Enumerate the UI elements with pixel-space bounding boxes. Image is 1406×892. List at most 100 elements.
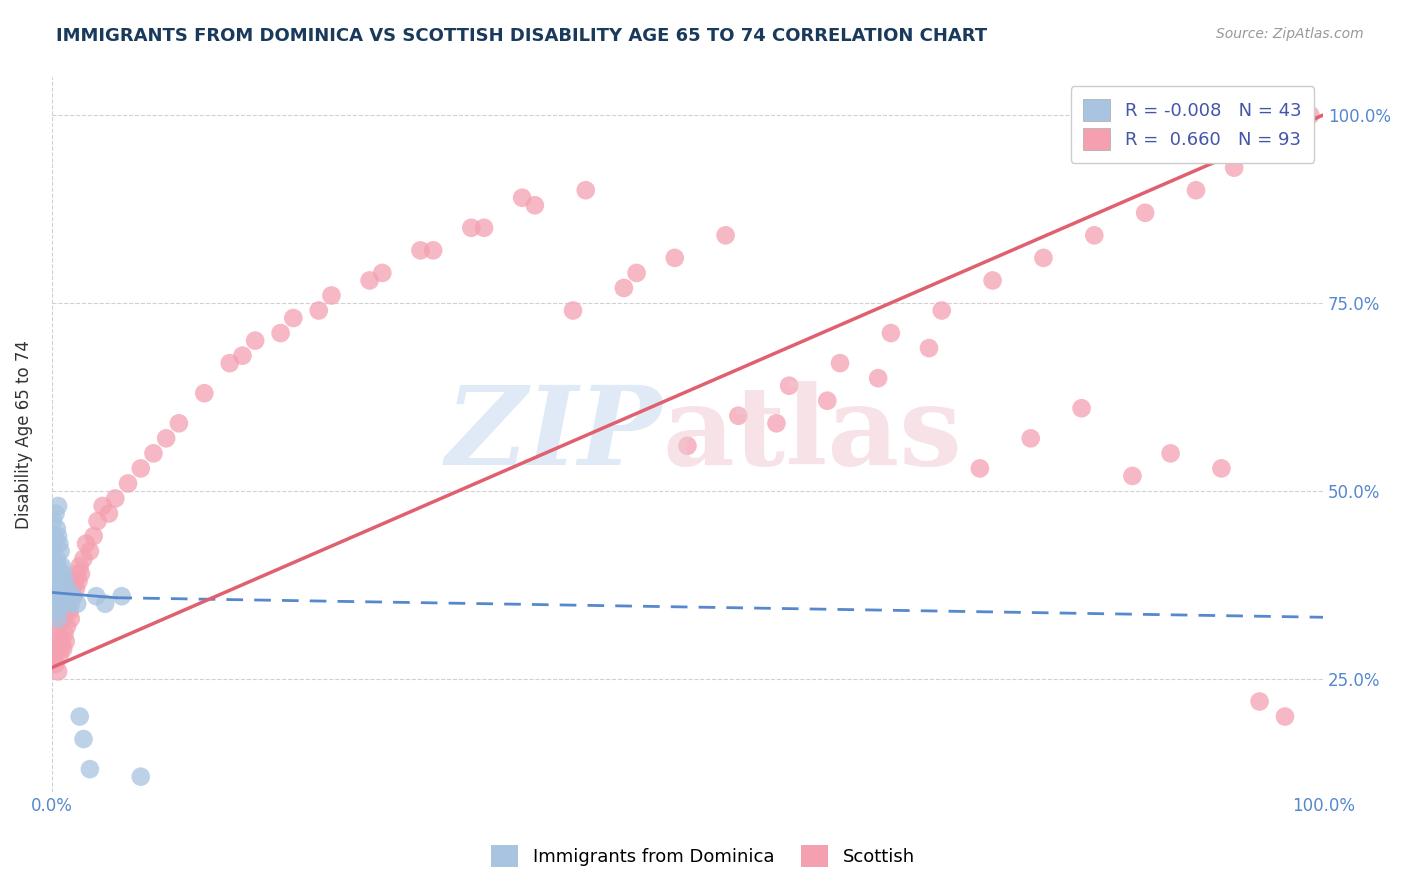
Point bbox=[129, 461, 152, 475]
Point bbox=[42, 589, 65, 603]
Point bbox=[714, 228, 737, 243]
Point bbox=[44, 559, 66, 574]
Point bbox=[45, 641, 67, 656]
Point bbox=[308, 303, 330, 318]
Point bbox=[283, 311, 305, 326]
Point bbox=[53, 627, 76, 641]
Point bbox=[613, 281, 636, 295]
Point bbox=[69, 709, 91, 723]
Point bbox=[62, 589, 84, 603]
Point bbox=[193, 386, 215, 401]
Point bbox=[1121, 469, 1143, 483]
Point bbox=[815, 393, 838, 408]
Point bbox=[52, 566, 75, 581]
Point bbox=[91, 499, 114, 513]
Point bbox=[523, 198, 546, 212]
Point bbox=[167, 417, 190, 431]
Point bbox=[868, 371, 890, 385]
Point bbox=[75, 536, 97, 550]
Point bbox=[42, 544, 65, 558]
Point bbox=[46, 582, 69, 596]
Point bbox=[58, 589, 80, 603]
Point bbox=[56, 619, 79, 633]
Point bbox=[218, 356, 240, 370]
Point bbox=[45, 507, 67, 521]
Point bbox=[155, 431, 177, 445]
Point bbox=[472, 220, 495, 235]
Point bbox=[48, 649, 70, 664]
Point bbox=[55, 604, 77, 618]
Point bbox=[56, 589, 79, 603]
Point bbox=[49, 544, 72, 558]
Point bbox=[664, 251, 686, 265]
Point bbox=[626, 266, 648, 280]
Point bbox=[1299, 108, 1322, 122]
Point bbox=[53, 597, 76, 611]
Point bbox=[46, 529, 69, 543]
Point bbox=[51, 634, 73, 648]
Point bbox=[62, 589, 84, 603]
Point bbox=[63, 574, 86, 589]
Point bbox=[56, 582, 79, 596]
Point bbox=[931, 303, 953, 318]
Point bbox=[1160, 446, 1182, 460]
Point bbox=[65, 582, 87, 596]
Point bbox=[45, 566, 67, 581]
Point bbox=[270, 326, 292, 340]
Point bbox=[53, 597, 76, 611]
Point bbox=[46, 665, 69, 679]
Point bbox=[676, 439, 699, 453]
Point bbox=[1019, 431, 1042, 445]
Point bbox=[79, 762, 101, 776]
Point bbox=[510, 191, 533, 205]
Point bbox=[52, 589, 75, 603]
Point bbox=[58, 604, 80, 618]
Point bbox=[45, 574, 67, 589]
Point bbox=[243, 334, 266, 348]
Point bbox=[1032, 251, 1054, 265]
Point bbox=[59, 574, 82, 589]
Point bbox=[422, 244, 444, 258]
Point bbox=[58, 597, 80, 611]
Point bbox=[45, 536, 67, 550]
Text: Source: ZipAtlas.com: Source: ZipAtlas.com bbox=[1216, 27, 1364, 41]
Point bbox=[48, 536, 70, 550]
Y-axis label: Disability Age 65 to 74: Disability Age 65 to 74 bbox=[15, 340, 32, 529]
Point bbox=[1070, 401, 1092, 416]
Point bbox=[44, 529, 66, 543]
Point bbox=[49, 641, 72, 656]
Text: ZIP: ZIP bbox=[446, 381, 662, 488]
Point bbox=[765, 417, 787, 431]
Point bbox=[70, 566, 93, 581]
Point bbox=[49, 574, 72, 589]
Point bbox=[79, 544, 101, 558]
Point bbox=[48, 566, 70, 581]
Point bbox=[59, 612, 82, 626]
Point bbox=[44, 649, 66, 664]
Point bbox=[45, 604, 67, 618]
Point bbox=[918, 341, 941, 355]
Point bbox=[44, 604, 66, 618]
Point bbox=[60, 582, 83, 596]
Point bbox=[460, 220, 482, 235]
Point bbox=[1261, 130, 1284, 145]
Point bbox=[45, 551, 67, 566]
Legend: R = -0.008   N = 43, R =  0.660   N = 93: R = -0.008 N = 43, R = 0.660 N = 93 bbox=[1071, 87, 1315, 163]
Point bbox=[880, 326, 903, 340]
Point bbox=[45, 522, 67, 536]
Point bbox=[48, 589, 70, 603]
Text: atlas: atlas bbox=[662, 381, 962, 488]
Point bbox=[117, 476, 139, 491]
Point bbox=[55, 634, 77, 648]
Point bbox=[1211, 461, 1233, 475]
Legend: Immigrants from Dominica, Scottish: Immigrants from Dominica, Scottish bbox=[484, 838, 922, 874]
Point bbox=[1274, 709, 1296, 723]
Point bbox=[48, 627, 70, 641]
Point bbox=[97, 507, 120, 521]
Point bbox=[371, 266, 394, 280]
Point bbox=[51, 559, 73, 574]
Point bbox=[94, 597, 117, 611]
Point bbox=[52, 612, 75, 626]
Point bbox=[83, 529, 105, 543]
Point bbox=[52, 641, 75, 656]
